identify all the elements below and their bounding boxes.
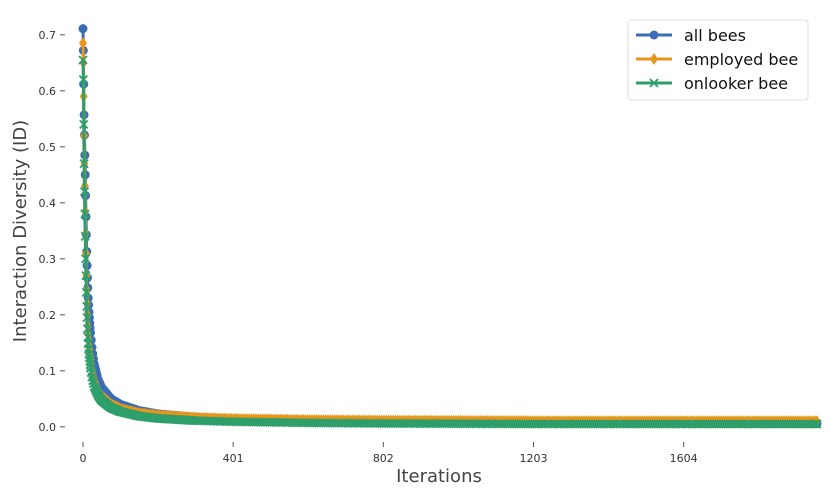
y-tick-label: 0.7 (39, 29, 57, 42)
legend-label: all bees (684, 26, 746, 45)
legend-items: all bees employed bee onlooker bee (636, 26, 798, 93)
plot-area (78, 24, 822, 429)
data-point (78, 55, 88, 65)
y-axis: 0.0 0.1 0.2 0.3 0.4 0.5 0.6 0.7 (39, 29, 65, 434)
x-axis: 0 401 802 1203 1604 (79, 442, 698, 465)
x-tick-label: 1203 (519, 452, 547, 465)
x-tick-label: 401 (223, 452, 244, 465)
y-tick-label: 0.4 (39, 197, 57, 210)
y-tick-label: 0.2 (39, 309, 57, 322)
x-tick-label: 802 (373, 452, 394, 465)
y-tick-label: 0.5 (39, 141, 57, 154)
x-tick-label: 1604 (670, 452, 698, 465)
legend-entry: all bees (636, 26, 746, 45)
series-line (81, 59, 817, 426)
y-tick-label: 0.3 (39, 253, 57, 266)
legend-entry: onlooker bee (636, 74, 788, 93)
y-axis-title: Interaction Diversity (ID) (10, 120, 31, 342)
x-axis-title: Iterations (396, 466, 482, 487)
data-point (78, 24, 88, 34)
y-tick-label: 0.6 (39, 85, 57, 98)
y-tick-label: 0.0 (39, 421, 57, 434)
legend: all bees employed bee onlooker bee (627, 19, 809, 101)
legend-entry: employed bee (636, 50, 798, 69)
x-tick-label: 0 (79, 452, 86, 465)
legend-label: employed bee (684, 50, 798, 69)
legend-box (627, 19, 809, 101)
legend-swatch-marker (649, 78, 659, 88)
y-tick-label: 0.1 (39, 365, 57, 378)
data-point (78, 37, 87, 50)
legend-swatch-marker (649, 30, 659, 40)
legend-swatch-marker (650, 53, 658, 65)
series-onlooker-bee (78, 55, 822, 429)
legend-label: onlooker bee (684, 74, 788, 93)
